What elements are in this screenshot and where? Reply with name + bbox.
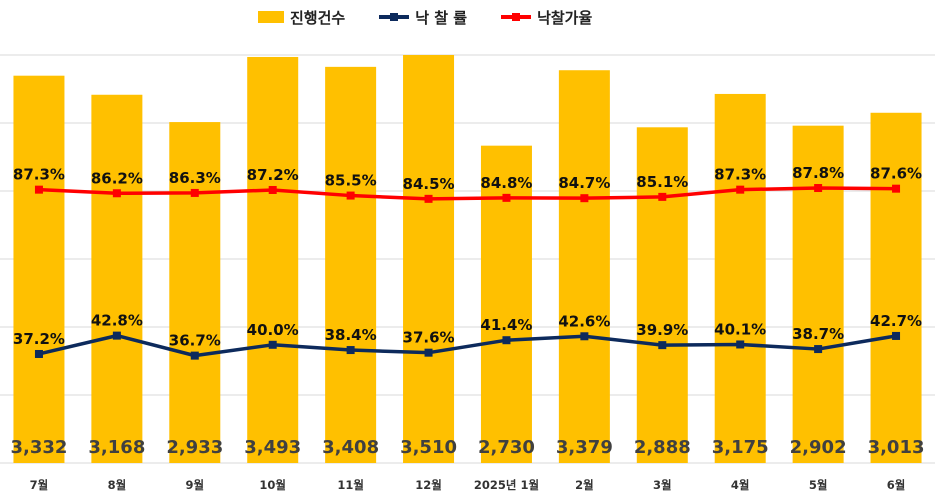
category-label-9: 4월 [731, 478, 750, 492]
rate-marker-3 [268, 340, 277, 349]
rate-label-10: 38.7% [792, 325, 844, 343]
category-label-4: 11월 [337, 478, 364, 492]
bar-label-9: 3,175 [712, 437, 769, 458]
legend-label-count: 진행건수 [290, 8, 346, 27]
bar-1 [91, 94, 143, 463]
price-label-1: 86.2% [91, 169, 143, 187]
price-label-9: 87.3% [714, 166, 766, 184]
rate-marker-7 [580, 332, 589, 341]
price-label-2: 86.3% [169, 169, 221, 187]
price-marker-3 [268, 185, 277, 194]
bar-11 [870, 112, 922, 464]
rate-marker-6 [502, 336, 511, 345]
rate-label-4: 38.4% [325, 326, 377, 344]
bar-label-4: 3,408 [322, 437, 379, 458]
legend-swatch-rate [379, 11, 410, 23]
price-marker-4 [346, 191, 355, 200]
chart-legend: 진행건수 낙 찰 률 낙찰가율 [258, 5, 592, 29]
bar-2 [169, 122, 221, 464]
bar-4 [325, 66, 377, 463]
rate-label-11: 42.7% [870, 312, 922, 330]
rate-label-0: 37.2% [13, 330, 65, 348]
price-label-10: 87.8% [792, 164, 844, 182]
rate-marker-10 [814, 345, 823, 354]
legend-item-price: 낙찰가율 [501, 7, 592, 28]
bar-label-6: 2,730 [478, 437, 535, 458]
bar-label-11: 3,013 [868, 437, 925, 458]
bar-label-5: 3,510 [400, 437, 457, 458]
bar-5 [403, 55, 455, 463]
price-marker-5 [424, 194, 433, 203]
price-marker-9 [736, 185, 745, 194]
price-marker-11 [892, 184, 901, 193]
price-marker-2 [190, 188, 199, 197]
bar-6 [480, 145, 532, 463]
category-label-10: 5월 [809, 478, 828, 492]
bar-label-7: 3,379 [556, 437, 613, 458]
rate-label-3: 40.0% [247, 321, 299, 339]
price-marker-7 [580, 194, 589, 203]
rate-marker-4 [346, 346, 355, 355]
category-label-0: 7월 [30, 478, 49, 492]
rate-label-1: 42.8% [91, 312, 143, 330]
legend-label-price: 낙찰가율 [537, 8, 593, 27]
category-label-11: 6월 [887, 478, 906, 492]
rate-marker-1 [112, 331, 121, 340]
bar-label-1: 3,168 [88, 437, 145, 458]
legend-item-count: 진행건수 [258, 7, 345, 28]
bar-label-8: 2,888 [634, 437, 691, 458]
category-label-3: 10월 [259, 478, 286, 492]
price-label-3: 87.2% [247, 166, 299, 184]
bar-9 [714, 93, 766, 463]
price-marker-8 [658, 192, 667, 201]
price-marker-6 [502, 193, 511, 202]
rate-marker-2 [190, 351, 199, 360]
price-marker-0 [34, 185, 43, 194]
bar-label-0: 3,332 [10, 437, 67, 458]
price-label-8: 85.1% [636, 173, 688, 191]
rate-marker-5 [424, 348, 433, 357]
price-line [38, 186, 897, 201]
price-label-4: 85.5% [325, 172, 377, 190]
category-label-8: 3월 [653, 478, 672, 492]
rate-label-2: 36.7% [169, 332, 221, 350]
price-label-11: 87.6% [870, 165, 922, 183]
legend-label-rate: 낙 찰 률 [415, 8, 468, 27]
bar-10 [792, 125, 844, 463]
price-label-7: 84.7% [558, 174, 610, 192]
bar-8 [636, 127, 688, 464]
bar-7 [558, 70, 610, 463]
rate-line [38, 333, 897, 358]
legend-swatch-price [501, 11, 532, 23]
rate-label-5: 37.6% [403, 329, 455, 347]
bar-label-3: 3,493 [244, 437, 301, 458]
rate-marker-9 [736, 340, 745, 349]
rate-marker-0 [34, 349, 43, 358]
rate-label-7: 42.6% [558, 312, 610, 330]
rate-label-9: 40.1% [714, 320, 766, 338]
legend-item-rate: 낙 찰 률 [379, 7, 467, 28]
price-marker-10 [814, 184, 823, 193]
legend-swatch-count [258, 11, 284, 23]
price-marker-1 [112, 189, 121, 198]
rate-label-8: 39.9% [636, 321, 688, 339]
category-label-1: 8월 [108, 478, 127, 492]
bar-label-10: 2,902 [790, 437, 847, 458]
category-label-5: 12월 [415, 478, 442, 492]
rate-marker-8 [658, 341, 667, 350]
price-label-0: 87.3% [13, 166, 65, 184]
category-label-2: 9월 [185, 478, 204, 492]
price-label-6: 84.8% [480, 174, 532, 192]
category-label-6: 2025년 1월 [474, 478, 539, 492]
rate-marker-11 [892, 331, 901, 340]
rate-label-6: 41.4% [480, 316, 532, 334]
bar-3 [247, 56, 299, 463]
bar-0 [13, 75, 65, 463]
bar-label-2: 2,933 [166, 437, 223, 458]
category-label-7: 2월 [575, 478, 594, 492]
price-label-5: 84.5% [403, 175, 455, 193]
